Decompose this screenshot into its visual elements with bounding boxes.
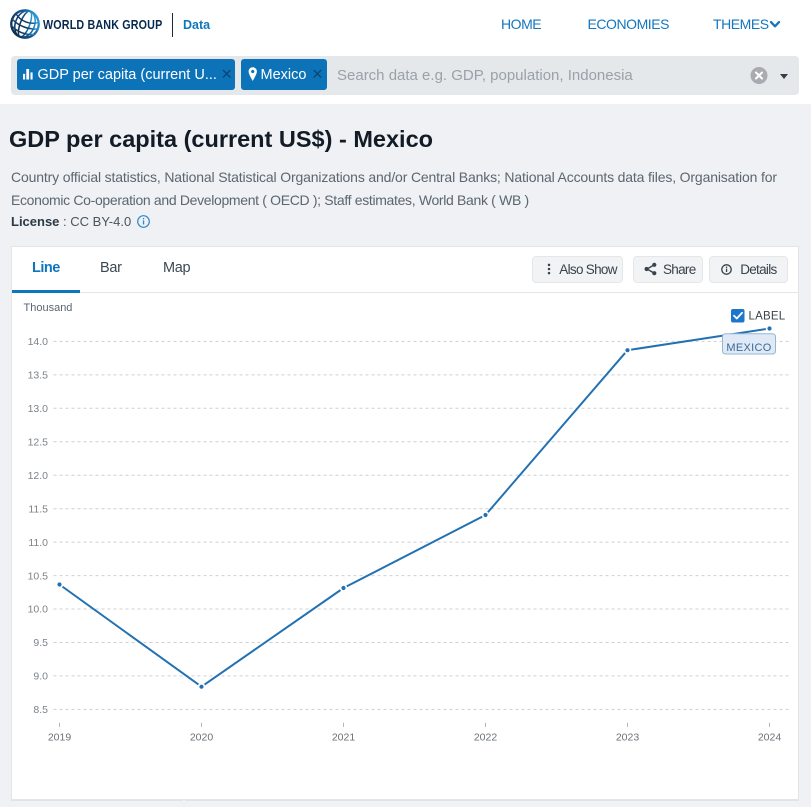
svg-text:Thousand: Thousand (23, 302, 72, 314)
svg-text:14.0: 14.0 (27, 336, 48, 348)
svg-text:13.5: 13.5 (27, 370, 48, 382)
svg-text:LABEL: LABEL (748, 311, 785, 323)
svg-text:2019: 2019 (47, 732, 71, 744)
svg-text:12.5: 12.5 (27, 437, 48, 449)
svg-text:9.5: 9.5 (33, 637, 48, 649)
svg-text:9.0: 9.0 (33, 671, 48, 683)
svg-text:2024: 2024 (757, 732, 781, 744)
svg-text:13.0: 13.0 (27, 403, 48, 415)
svg-text:11.5: 11.5 (28, 503, 48, 515)
svg-text:2020: 2020 (189, 732, 213, 744)
svg-text:2022: 2022 (473, 732, 497, 744)
svg-text:11.0: 11.0 (28, 537, 48, 549)
svg-text:10.0: 10.0 (27, 604, 48, 616)
svg-text:12.0: 12.0 (27, 470, 48, 482)
svg-text:2021: 2021 (331, 732, 355, 744)
svg-text:MEXICO: MEXICO (726, 342, 771, 354)
svg-text:2023: 2023 (615, 732, 639, 744)
svg-text:8.5: 8.5 (33, 704, 48, 716)
svg-text:10.5: 10.5 (27, 570, 48, 582)
